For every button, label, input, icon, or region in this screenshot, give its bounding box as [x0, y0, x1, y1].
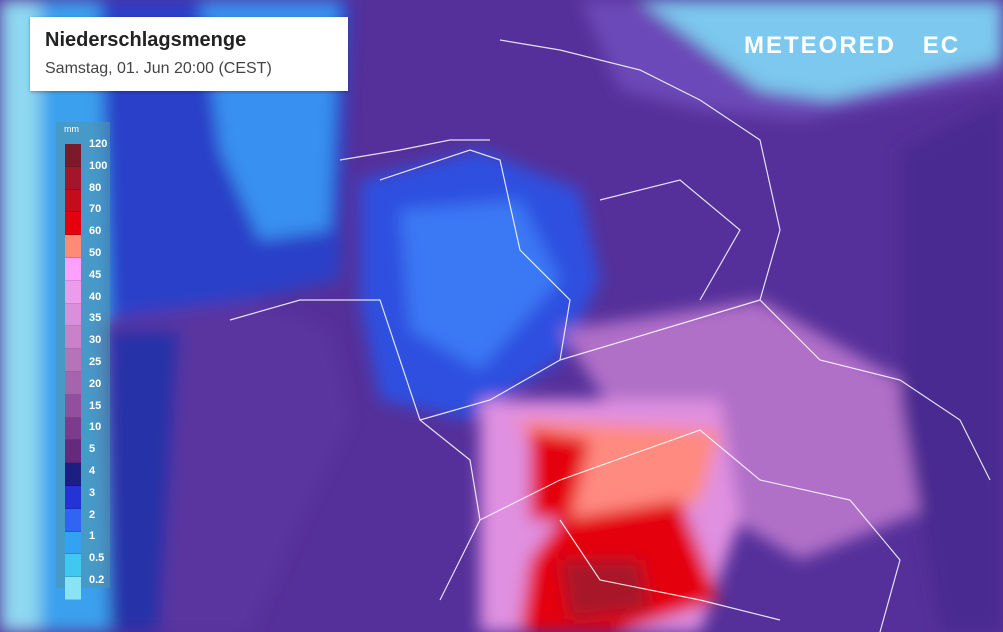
precipitation-legend: mm 120 100 80 70 60 50 45 40 35 30 25 20 15 10 5 4 3 2 1 0.…	[56, 122, 110, 600]
legend-swatch	[65, 212, 81, 236]
legend-label: 0.2	[89, 574, 105, 586]
map-title: Niederschlagsmenge	[45, 29, 247, 51]
legend-label: 40	[89, 290, 102, 303]
legend-label: 20	[89, 377, 102, 390]
legend-label: 4	[89, 465, 96, 477]
legend-label: 5	[89, 443, 96, 456]
legend-swatch	[65, 280, 81, 304]
legend-label: 0.5	[89, 552, 105, 565]
legend-label: 35	[89, 312, 102, 325]
legend-label: 70	[89, 203, 102, 216]
legend-label: 50	[89, 247, 102, 259]
logo-suffix: EC	[922, 32, 961, 59]
logo-text: METEORED	[744, 32, 897, 59]
legend-swatch	[65, 326, 81, 350]
legend-swatch	[65, 257, 81, 281]
legend-label: 120	[89, 138, 108, 150]
legend-label: 15	[89, 399, 102, 412]
legend-swatch	[65, 485, 81, 509]
legend-swatch	[65, 394, 81, 418]
legend-label: 10	[89, 421, 102, 434]
legend-label: 1	[89, 530, 96, 543]
map-timestamp: Samstag, 01. Jun 20:00 (CEST)	[45, 60, 272, 77]
legend-swatch	[65, 189, 81, 213]
legend-label: 45	[89, 268, 102, 281]
legend-swatch	[65, 554, 81, 578]
legend-swatch	[65, 417, 81, 441]
legend-label: 80	[89, 181, 102, 194]
legend-swatch	[65, 577, 81, 600]
legend-label: 25	[89, 356, 102, 368]
legend-label: 2	[89, 508, 96, 521]
legend-swatch	[65, 235, 81, 258]
legend-label: 100	[89, 159, 108, 172]
legend-swatch	[65, 371, 81, 395]
legend-swatch	[65, 144, 81, 167]
legend-unit: mm	[64, 124, 79, 134]
legend-swatch	[65, 531, 81, 555]
legend-label: 60	[89, 225, 102, 238]
map-title-box: Niederschlagsmenge Samstag, 01. Jun 20:0…	[30, 17, 348, 91]
legend-swatch	[65, 349, 81, 372]
meteored-logo: METEORED EC	[744, 32, 960, 60]
legend-swatch	[65, 508, 81, 532]
legend-swatch	[65, 166, 81, 190]
legend-label: 3	[89, 486, 96, 499]
legend-swatch	[65, 463, 81, 486]
legend-swatch	[65, 440, 81, 464]
legend-swatch	[65, 303, 81, 327]
legend-color-bar	[65, 144, 81, 600]
legend-label: 30	[89, 334, 102, 347]
